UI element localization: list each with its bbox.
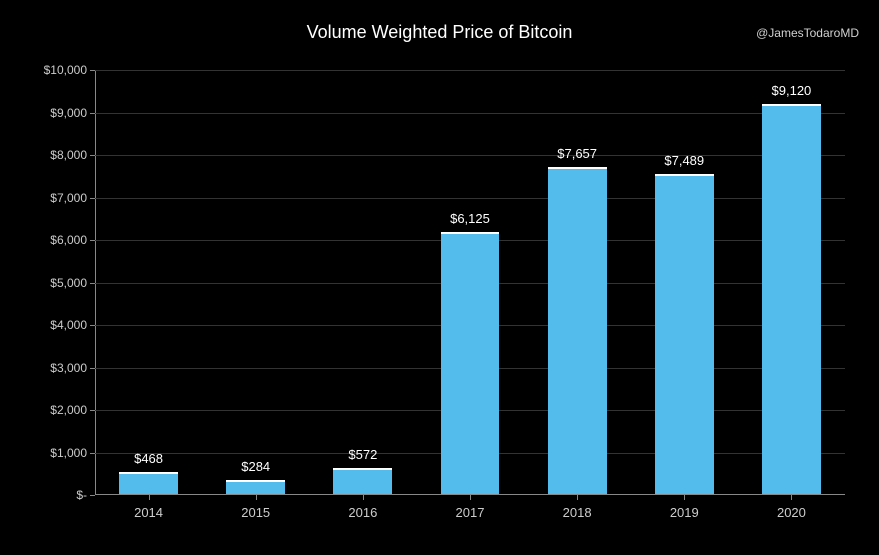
chart-title: Volume Weighted Price of Bitcoin [0, 22, 879, 43]
y-axis-label: $- [76, 488, 87, 502]
y-tick [90, 155, 95, 156]
x-axis-label: 2020 [777, 505, 806, 520]
y-tick [90, 198, 95, 199]
bar: $6,125 [441, 234, 500, 494]
bar-cap [226, 480, 285, 482]
y-axis-label: $5,000 [50, 276, 87, 290]
bar-cap [548, 167, 607, 169]
y-axis-label: $1,000 [50, 446, 87, 460]
x-tick [577, 495, 578, 500]
x-axis-label: 2018 [563, 505, 592, 520]
grid-line [95, 70, 845, 71]
x-axis-label: 2019 [670, 505, 699, 520]
bar-value-label: $6,125 [450, 211, 490, 226]
y-axis-label: $6,000 [50, 233, 87, 247]
y-axis-label: $9,000 [50, 106, 87, 120]
chart-frame: Volume Weighted Price of Bitcoin @JamesT… [0, 0, 879, 555]
bar-cap [762, 104, 821, 106]
bar: $572 [333, 470, 392, 494]
bar-value-label: $572 [348, 447, 377, 462]
y-axis-label: $10,000 [44, 63, 87, 77]
grid-line [95, 155, 845, 156]
y-axis-label: $4,000 [50, 318, 87, 332]
x-tick [256, 495, 257, 500]
bar-cap [333, 468, 392, 470]
bar-value-label: $468 [134, 451, 163, 466]
bar: $9,120 [762, 106, 821, 494]
plot-area: $-$1,000$2,000$3,000$4,000$5,000$6,000$7… [95, 70, 845, 495]
bar: $468 [119, 474, 178, 494]
grid-line [95, 198, 845, 199]
y-tick [90, 453, 95, 454]
x-tick [363, 495, 364, 500]
y-axis-label: $2,000 [50, 403, 87, 417]
x-axis-label: 2015 [241, 505, 270, 520]
bar: $7,489 [655, 176, 714, 494]
y-axis-label: $7,000 [50, 191, 87, 205]
bar-value-label: $7,657 [557, 146, 597, 161]
y-axis-label: $8,000 [50, 148, 87, 162]
bar: $7,657 [548, 169, 607, 494]
y-tick [90, 325, 95, 326]
x-tick [684, 495, 685, 500]
bar: $284 [226, 482, 285, 494]
y-tick [90, 283, 95, 284]
bar-cap [119, 472, 178, 474]
x-tick [149, 495, 150, 500]
x-axis-label: 2014 [134, 505, 163, 520]
y-tick [90, 240, 95, 241]
y-axis-label: $3,000 [50, 361, 87, 375]
bar-value-label: $7,489 [664, 153, 704, 168]
x-axis-label: 2016 [348, 505, 377, 520]
y-tick [90, 70, 95, 71]
y-tick [90, 410, 95, 411]
x-tick [791, 495, 792, 500]
y-tick [90, 368, 95, 369]
bar-cap [441, 232, 500, 234]
bar-cap [655, 174, 714, 176]
y-tick [90, 113, 95, 114]
chart-attribution: @JamesTodaroMD [756, 26, 859, 40]
y-tick [90, 495, 95, 496]
bar-value-label: $9,120 [772, 83, 812, 98]
x-axis-label: 2017 [456, 505, 485, 520]
grid-line [95, 113, 845, 114]
bar-value-label: $284 [241, 459, 270, 474]
x-tick [470, 495, 471, 500]
